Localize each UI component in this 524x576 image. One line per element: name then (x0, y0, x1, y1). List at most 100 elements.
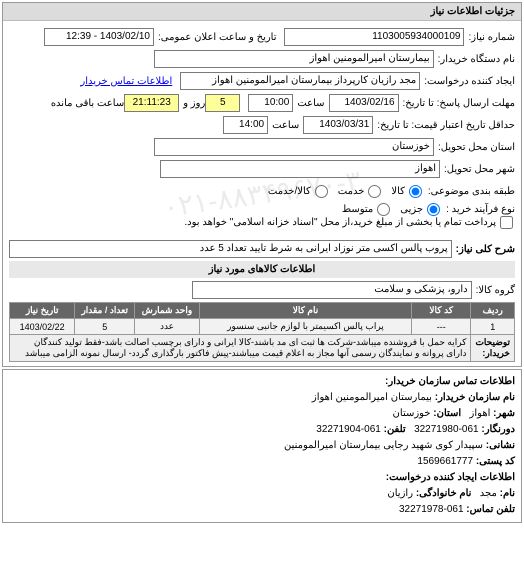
creator-label: ایجاد کننده درخواست: (424, 76, 515, 87)
row-category: طبقه بندی موضوعی: کالا خدمت کالا/خدمت (9, 181, 515, 201)
row-purchase-type: نوع فرآیند خرید : جزیی متوسط پرداخت تمام… (9, 203, 515, 229)
table-col-header: واحد شمارش (135, 303, 200, 319)
table-cell: 1 (471, 319, 515, 335)
c-lname-label: نام خانوادگی: (416, 488, 472, 499)
city-label: شهر محل تحویل: (444, 164, 515, 175)
ann-date-field: 1403/02/10 - 12:39 (44, 28, 154, 46)
c-phone-label: تلفن: (384, 424, 406, 435)
category-radio-group: کالا خدمت کالا/خدمت (268, 185, 424, 198)
pt-medium-radio[interactable] (377, 203, 390, 216)
remaining-label: ساعت باقی مانده (51, 98, 124, 109)
pt-medium-label: متوسط (342, 204, 373, 215)
validity-time-field: 14:00 (223, 116, 268, 134)
table-row: 1---پراب پالس اکسیمتر با لوازم جانبی سنس… (10, 319, 515, 335)
days-label: روز و (183, 98, 205, 109)
cat-goods-item[interactable]: کالا (391, 185, 424, 198)
c-phone: 061-32271904 (316, 424, 381, 435)
table-cell: --- (412, 319, 471, 335)
c-cphone-label: تلفن تماس: (466, 504, 515, 515)
c-address-label: نشانی: (486, 440, 515, 451)
row-request-number: شماره نیاز: 1103005934000109 تاریخ و ساع… (9, 27, 515, 47)
c-cphone: 061-32271978 (399, 504, 464, 515)
table-col-header: کد کالا (412, 303, 471, 319)
req-num-label: شماره نیاز: (468, 32, 515, 43)
contact-panel: اطلاعات تماس سازمان خریدار: نام سازمان خ… (2, 369, 522, 523)
general-desc-field: پروب پالس اکسی متر نوزاد ایرانی به شرط ت… (9, 240, 452, 258)
table-cell: پراب پالس اکسیمتر با لوازم جانبی سنسور (199, 319, 411, 335)
c-name-label: نام: (500, 488, 515, 499)
c-org: بیمارستان امیرالمومنین اهواز (312, 392, 432, 403)
time-label-1: ساعت (297, 98, 324, 109)
city-field: اهواز (160, 160, 440, 178)
req-num-field: 1103005934000109 (284, 28, 464, 46)
cat-goods-radio[interactable] (409, 185, 422, 198)
table-col-header: نام کالا (199, 303, 411, 319)
table-col-header: تاریخ نیاز (10, 303, 75, 319)
details-panel: جزئیات اطلاعات نیاز شماره نیاز: 11030059… (2, 2, 522, 367)
c-city: اهواز (470, 408, 491, 419)
validity-date-field: 1403/03/31 (303, 116, 373, 134)
items-table: ردیفکد کالانام کالاواحد شمارشتعداد / مقد… (9, 302, 515, 362)
response-date-field: 1403/02/16 (329, 94, 399, 112)
time-remaining-field: 21:11:23 (124, 94, 179, 112)
group-label: گروه کالا: (476, 285, 515, 296)
purchase-type-label: نوع فرآیند خرید : (446, 204, 515, 215)
row-response-deadline: مهلت ارسال پاسخ: تا تاریخ: 1403/02/16 سا… (9, 93, 515, 113)
table-desc-row: توضیحات خریدار:کرایه حمل با فروشنده میبا… (10, 335, 515, 362)
pt-note-checkbox[interactable] (500, 216, 513, 229)
c-creator-section: اطلاعات ایجاد کننده درخواست: (386, 472, 515, 483)
cat-goods-label: کالا (391, 186, 405, 197)
items-section-title: اطلاعات کالاهای مورد نیاز (9, 261, 515, 278)
response-deadline-label: مهلت ارسال پاسخ: تا تاریخ: (403, 98, 515, 109)
row-group: گروه کالا: دارو، پزشکی و سلامت (9, 280, 515, 300)
pt-medium-item[interactable]: متوسط (342, 203, 392, 216)
cat-service-label: خدمت (338, 186, 365, 197)
c-postal: 1569661777 (417, 456, 473, 467)
pt-note-item[interactable]: پرداخت تمام یا بخشی از مبلغ خرید،از محل … (184, 216, 515, 229)
table-col-header: ردیف (471, 303, 515, 319)
contact-section-title: اطلاعات تماس سازمان خریدار: (385, 376, 515, 387)
cat-gs-label: کالا/خدمت (268, 186, 311, 197)
panel-title: جزئیات اطلاعات نیاز (3, 3, 521, 21)
panel-body: شماره نیاز: 1103005934000109 تاریخ و ساع… (3, 21, 521, 366)
c-city-label: شهر: (493, 408, 515, 419)
general-desc-label: شرح کلی نیاز: (456, 244, 515, 255)
cat-gs-radio[interactable] (315, 185, 328, 198)
c-address: سپیدار کوی شهید رجایی بیمارستان امیرالمو… (284, 440, 483, 451)
cat-service-radio[interactable] (368, 185, 381, 198)
pt-note-label: پرداخت تمام یا بخشی از مبلغ خرید،از محل … (184, 217, 496, 228)
desc-label-cell: توضیحات خریدار: (471, 335, 515, 362)
pt-minor-radio[interactable] (427, 203, 440, 216)
cat-service-item[interactable]: خدمت (338, 185, 384, 198)
province-field: خوزستان (154, 138, 434, 156)
c-fax-label: دورنگار: (481, 424, 515, 435)
c-lname: رازیان (387, 488, 413, 499)
buyer-org-label: نام دستگاه خریدار: (438, 54, 515, 65)
category-label: طبقه بندی موضوعی: (428, 186, 515, 197)
creator-field: مجد رازیان کارپرداز بیمارستان امیرالمومن… (180, 72, 420, 90)
buyer-contact-link[interactable]: اطلاعات تماس خریدار (80, 76, 172, 87)
contact-block: اطلاعات تماس سازمان خریدار: نام سازمان خ… (3, 370, 521, 522)
purchase-type-group: جزیی متوسط (342, 203, 442, 216)
table-col-header: تعداد / مقدار (75, 303, 135, 319)
c-fax: 061-32271980 (414, 424, 479, 435)
validity-label: حداقل تاریخ اعتبار قیمت: تا تاریخ: (377, 120, 515, 131)
desc-text-cell: کرایه حمل با فروشنده میباشد-شرکت ها ثبت … (10, 335, 471, 362)
c-province-label: استان: (433, 408, 461, 419)
row-validity: حداقل تاریخ اعتبار قیمت: تا تاریخ: 1403/… (9, 115, 515, 135)
table-header-row: ردیفکد کالانام کالاواحد شمارشتعداد / مقد… (10, 303, 515, 319)
province-label: استان محل تحویل: (438, 142, 515, 153)
table-cell: عدد (135, 319, 200, 335)
buyer-org-field: بیمارستان امیرالمومنین اهواز (154, 50, 434, 68)
c-name: مجد (480, 488, 497, 499)
response-time-field: 10:00 (248, 94, 293, 112)
cat-gs-item[interactable]: کالا/خدمت (268, 185, 330, 198)
table-cell: 5 (75, 319, 135, 335)
row-general-desc: شرح کلی نیاز: پروب پالس اکسی متر نوزاد ا… (9, 239, 515, 259)
row-creator: ایجاد کننده درخواست: مجد رازیان کارپرداز… (9, 71, 515, 91)
row-buyer-org: نام دستگاه خریدار: بیمارستان امیرالمومنی… (9, 49, 515, 69)
c-org-label: نام سازمان خریدار: (435, 392, 515, 403)
pt-minor-item[interactable]: جزیی (400, 203, 442, 216)
pt-minor-label: جزیی (400, 204, 423, 215)
table-cell: 1403/02/22 (10, 319, 75, 335)
